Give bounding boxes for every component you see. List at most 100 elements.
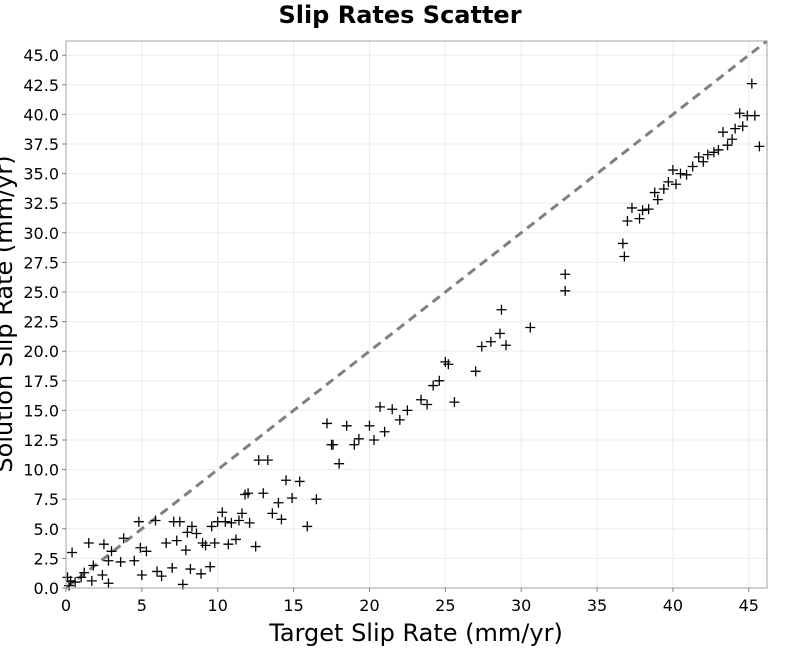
data-point [135, 542, 146, 553]
x-tick-label: 0 [61, 596, 71, 615]
x-axis-ticks: 0 5 10 15 20 25 30 35 40 45 [61, 588, 759, 615]
data-point [217, 507, 228, 518]
x-tick-label: 5 [137, 596, 147, 615]
data-point [174, 516, 185, 527]
data-point [387, 404, 398, 415]
data-point [698, 156, 709, 167]
y-tick-label: 15.0 [23, 401, 59, 420]
x-tick-label: 15 [283, 596, 303, 615]
data-point [681, 169, 692, 180]
data-point [86, 575, 97, 586]
y-tick-label: 12.5 [23, 431, 59, 450]
data-point [708, 147, 719, 158]
data-point [485, 336, 496, 347]
data-point [617, 238, 628, 249]
y-tick-label: 37.5 [23, 135, 59, 154]
data-point [328, 439, 339, 450]
data-point [180, 545, 191, 556]
data-point [560, 269, 571, 280]
data-point [667, 165, 678, 176]
data-point [185, 564, 196, 575]
y-tick-label: 20.0 [23, 342, 59, 361]
data-point [129, 555, 140, 566]
data-point [250, 541, 261, 552]
chart-title: Slip Rates Scatter [278, 1, 521, 29]
data-point [70, 577, 81, 588]
plot-area [65, 40, 768, 589]
data-point [443, 359, 454, 370]
data-point [754, 141, 765, 152]
data-point [220, 516, 231, 527]
reference-line [65, 39, 768, 590]
data-point [626, 202, 637, 213]
x-axis-label: Target Slip Rate (mm/yr) [268, 619, 563, 647]
data-point [658, 183, 669, 194]
data-point [494, 328, 505, 339]
data-point [353, 433, 364, 444]
data-point [83, 538, 94, 549]
data-point [209, 538, 220, 549]
y-tick-label: 2.5 [34, 549, 59, 568]
data-point [379, 426, 390, 437]
data-point [637, 205, 648, 216]
x-tick-label: 10 [208, 596, 228, 615]
data-point [150, 515, 161, 526]
data-point [243, 488, 254, 499]
y-tick-label: 0.0 [34, 579, 59, 598]
data-point [713, 144, 724, 155]
y-tick-label: 17.5 [23, 372, 59, 391]
data-point [702, 149, 713, 160]
data-point [727, 134, 738, 145]
y-tick-label: 7.5 [34, 490, 59, 509]
data-point [141, 546, 152, 557]
data-point [167, 562, 178, 573]
data-point [186, 521, 197, 532]
data-point [525, 322, 536, 333]
data-point [675, 168, 686, 179]
data-point [369, 435, 380, 446]
data-point [476, 341, 487, 352]
data-point [394, 414, 405, 425]
data-point [267, 508, 278, 519]
y-axis-ticks: 0.0 2.5 5.0 7.5 10.0 12.5 15.0 17.5 20.0 22.5 25.0… [23, 46, 66, 598]
x-tick-label: 25 [435, 596, 455, 615]
data-point [262, 455, 273, 466]
data-point [233, 515, 244, 526]
data-point [663, 176, 674, 187]
data-point [349, 439, 360, 450]
data-point [273, 497, 284, 508]
data-point [341, 420, 352, 431]
data-point [161, 538, 172, 549]
data-point [687, 161, 698, 172]
data-point [206, 521, 217, 532]
data-point [746, 78, 757, 89]
data-point [737, 121, 748, 132]
data-point [200, 540, 211, 551]
data-point [321, 418, 332, 429]
data-point [311, 494, 322, 505]
y-tick-label: 10.0 [23, 461, 59, 480]
data-point [734, 108, 745, 119]
data-point [205, 561, 216, 572]
data-point [136, 569, 147, 580]
data-point [501, 340, 512, 351]
y-tick-label: 32.5 [23, 194, 59, 213]
data-point [281, 475, 292, 486]
data-point [652, 194, 663, 205]
data-point [334, 458, 345, 469]
data-point [191, 528, 202, 539]
y-tick-label: 27.5 [23, 253, 59, 272]
data-point [434, 375, 445, 386]
data-point [717, 127, 728, 138]
data-point [88, 560, 99, 571]
data-point [237, 508, 248, 519]
data-point [79, 567, 90, 578]
data-point [470, 366, 481, 377]
data-point [103, 555, 114, 566]
data-point [97, 569, 108, 580]
data-point [196, 568, 207, 579]
data-point [364, 420, 375, 431]
data-point [649, 187, 660, 198]
data-point [223, 539, 234, 550]
data-point [449, 397, 460, 408]
